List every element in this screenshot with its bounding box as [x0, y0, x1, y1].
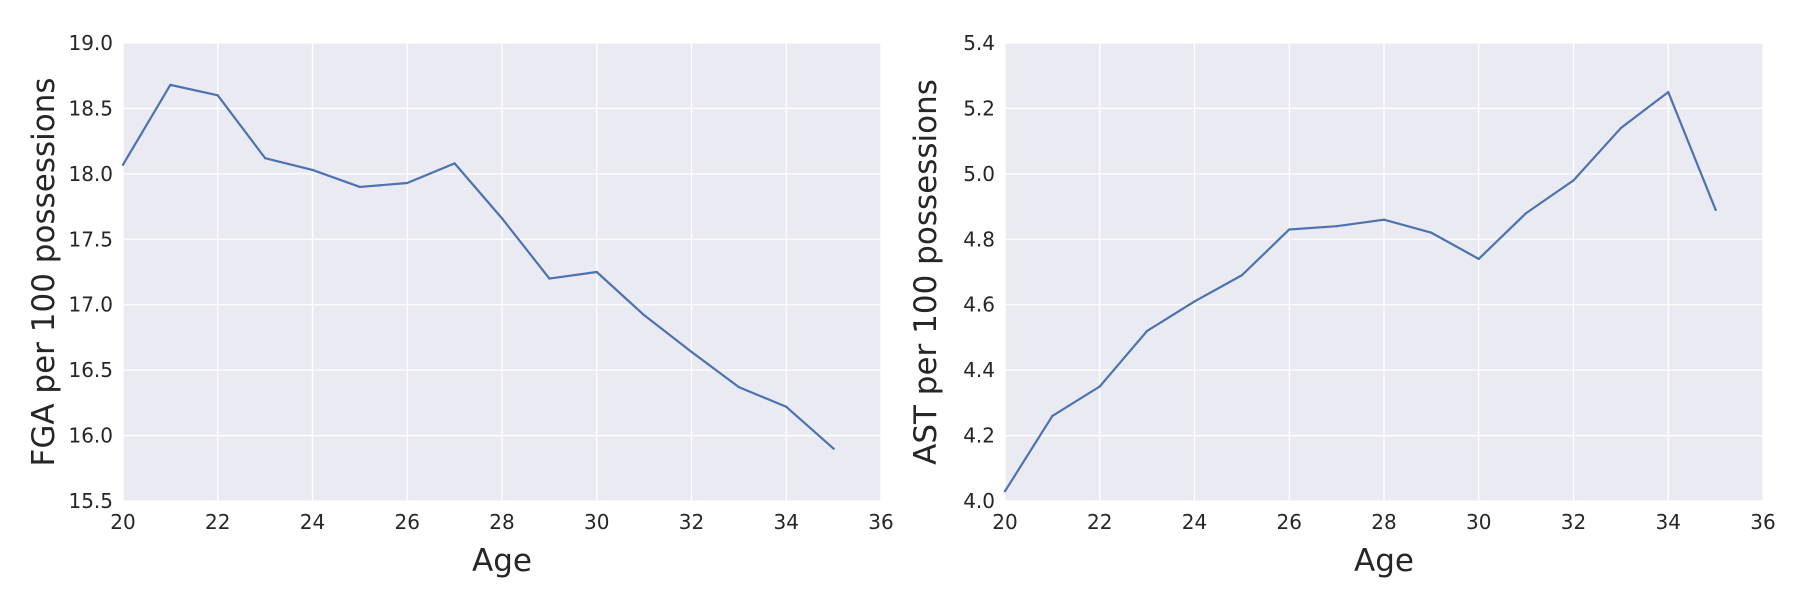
- fga-series-line: [121, 83, 835, 450]
- ast-x-tick-label: 22: [1087, 510, 1112, 534]
- fga-data-point: [500, 217, 504, 220]
- ast-y-tick-label: 5.2: [963, 96, 995, 120]
- ast-data-point: [1098, 385, 1101, 388]
- ast-y-tick-label: 4.8: [963, 227, 995, 251]
- fga-data-point: [169, 83, 172, 86]
- ast-x-tick-label: 24: [1182, 510, 1207, 534]
- fga-y-tick-label: 18.0: [68, 162, 113, 186]
- ast-x-tick-label: 36: [1750, 510, 1775, 534]
- fga-data-point: [358, 185, 361, 189]
- ast-data-point: [1525, 212, 1528, 215]
- fga-data-point: [216, 94, 219, 97]
- fga-data-point: [737, 386, 740, 389]
- fga-data-point: [264, 157, 267, 160]
- ast-data-point: [1430, 231, 1433, 234]
- ast-y-tick-label: 5.0: [963, 162, 995, 186]
- ast-data-point: [1619, 126, 1622, 130]
- fga-y-axis-label: FGA per 100 possessions: [26, 78, 62, 467]
- fga-x-tick-label: 28: [489, 510, 514, 534]
- ast-y-tick-label: 4.6: [963, 293, 995, 317]
- fga-y-tick-label: 19.0: [68, 31, 113, 55]
- fga-data-point: [785, 405, 788, 408]
- fga-data-point: [832, 447, 835, 450]
- ast-x-tick-label: 26: [1277, 510, 1302, 534]
- fga-data-point: [453, 162, 456, 165]
- ast-y-tick-label: 4.0: [963, 489, 995, 513]
- ast-x-tick-label: 32: [1561, 510, 1586, 534]
- ast-x-axis-label: Age: [1354, 543, 1414, 579]
- fga-data-point: [690, 350, 693, 353]
- fga-x-tick-label: 36: [868, 510, 893, 534]
- ast-series-line: [1003, 90, 1717, 493]
- ast-y-tick-label: 4.4: [963, 358, 995, 382]
- fga-y-tick-label: 17.0: [68, 293, 113, 317]
- fga-y-tick-label: 18.5: [68, 96, 113, 120]
- fga-data-point: [406, 181, 409, 185]
- fga-x-tick-label: 34: [774, 510, 799, 534]
- ast-data-point: [1714, 208, 1717, 211]
- ast-x-tick-label: 34: [1656, 510, 1681, 534]
- ast-y-axis-label: AST per 100 possessions: [908, 79, 944, 465]
- ast-data-point: [1003, 490, 1007, 493]
- ast-y-tick-label: 5.4: [963, 31, 995, 55]
- fga-chart: 20 22 24 26 28 30 32 34 36 15.5 16.0 16.5 17.0 17.5 18…: [26, 31, 894, 579]
- ast-data-point: [1240, 274, 1243, 277]
- fga-data-point: [548, 277, 551, 280]
- ast-data-point: [1382, 218, 1386, 221]
- ast-data-point: [1051, 414, 1054, 418]
- fga-data-point: [595, 270, 598, 274]
- fga-x-tick-label: 32: [679, 510, 704, 534]
- ast-x-tick-label: 28: [1371, 510, 1396, 534]
- fga-x-tick-label: 24: [300, 510, 325, 534]
- fga-x-axis-label: Age: [472, 543, 532, 579]
- fga-x-tick-label: 26: [395, 510, 420, 534]
- fga-y-tick-label: 15.5: [68, 489, 113, 513]
- fga-data-point: [121, 163, 125, 166]
- ast-chart: 20 22 24 26 28 30 32 34 36 4.0 4.2 4.4 4.6 4.8 5.0 5.2 5…: [908, 31, 1776, 579]
- ast-data-point: [1572, 179, 1575, 182]
- ast-x-tick-label: 20: [992, 510, 1017, 534]
- fga-y-tick-label: 17.5: [68, 227, 113, 251]
- fga-y-tick-label: 16.5: [68, 358, 113, 382]
- fga-x-tick-label: 22: [205, 510, 230, 534]
- ast-data-point: [1477, 257, 1480, 261]
- fga-data-point: [643, 314, 646, 317]
- ast-data-point: [1667, 90, 1670, 94]
- fga-x-tick-label: 30: [584, 510, 609, 534]
- ast-data-point: [1193, 300, 1196, 303]
- fga-data-point: [311, 168, 314, 172]
- ast-data-point: [1335, 225, 1338, 228]
- fga-y-tick-label: 16.0: [68, 424, 113, 448]
- ast-x-tick-label: 30: [1466, 510, 1491, 534]
- ast-data-point: [1288, 228, 1291, 231]
- ast-y-tick-label: 4.2: [963, 424, 995, 448]
- fga-x-tick-label: 20: [110, 510, 135, 534]
- ast-data-point: [1146, 329, 1149, 332]
